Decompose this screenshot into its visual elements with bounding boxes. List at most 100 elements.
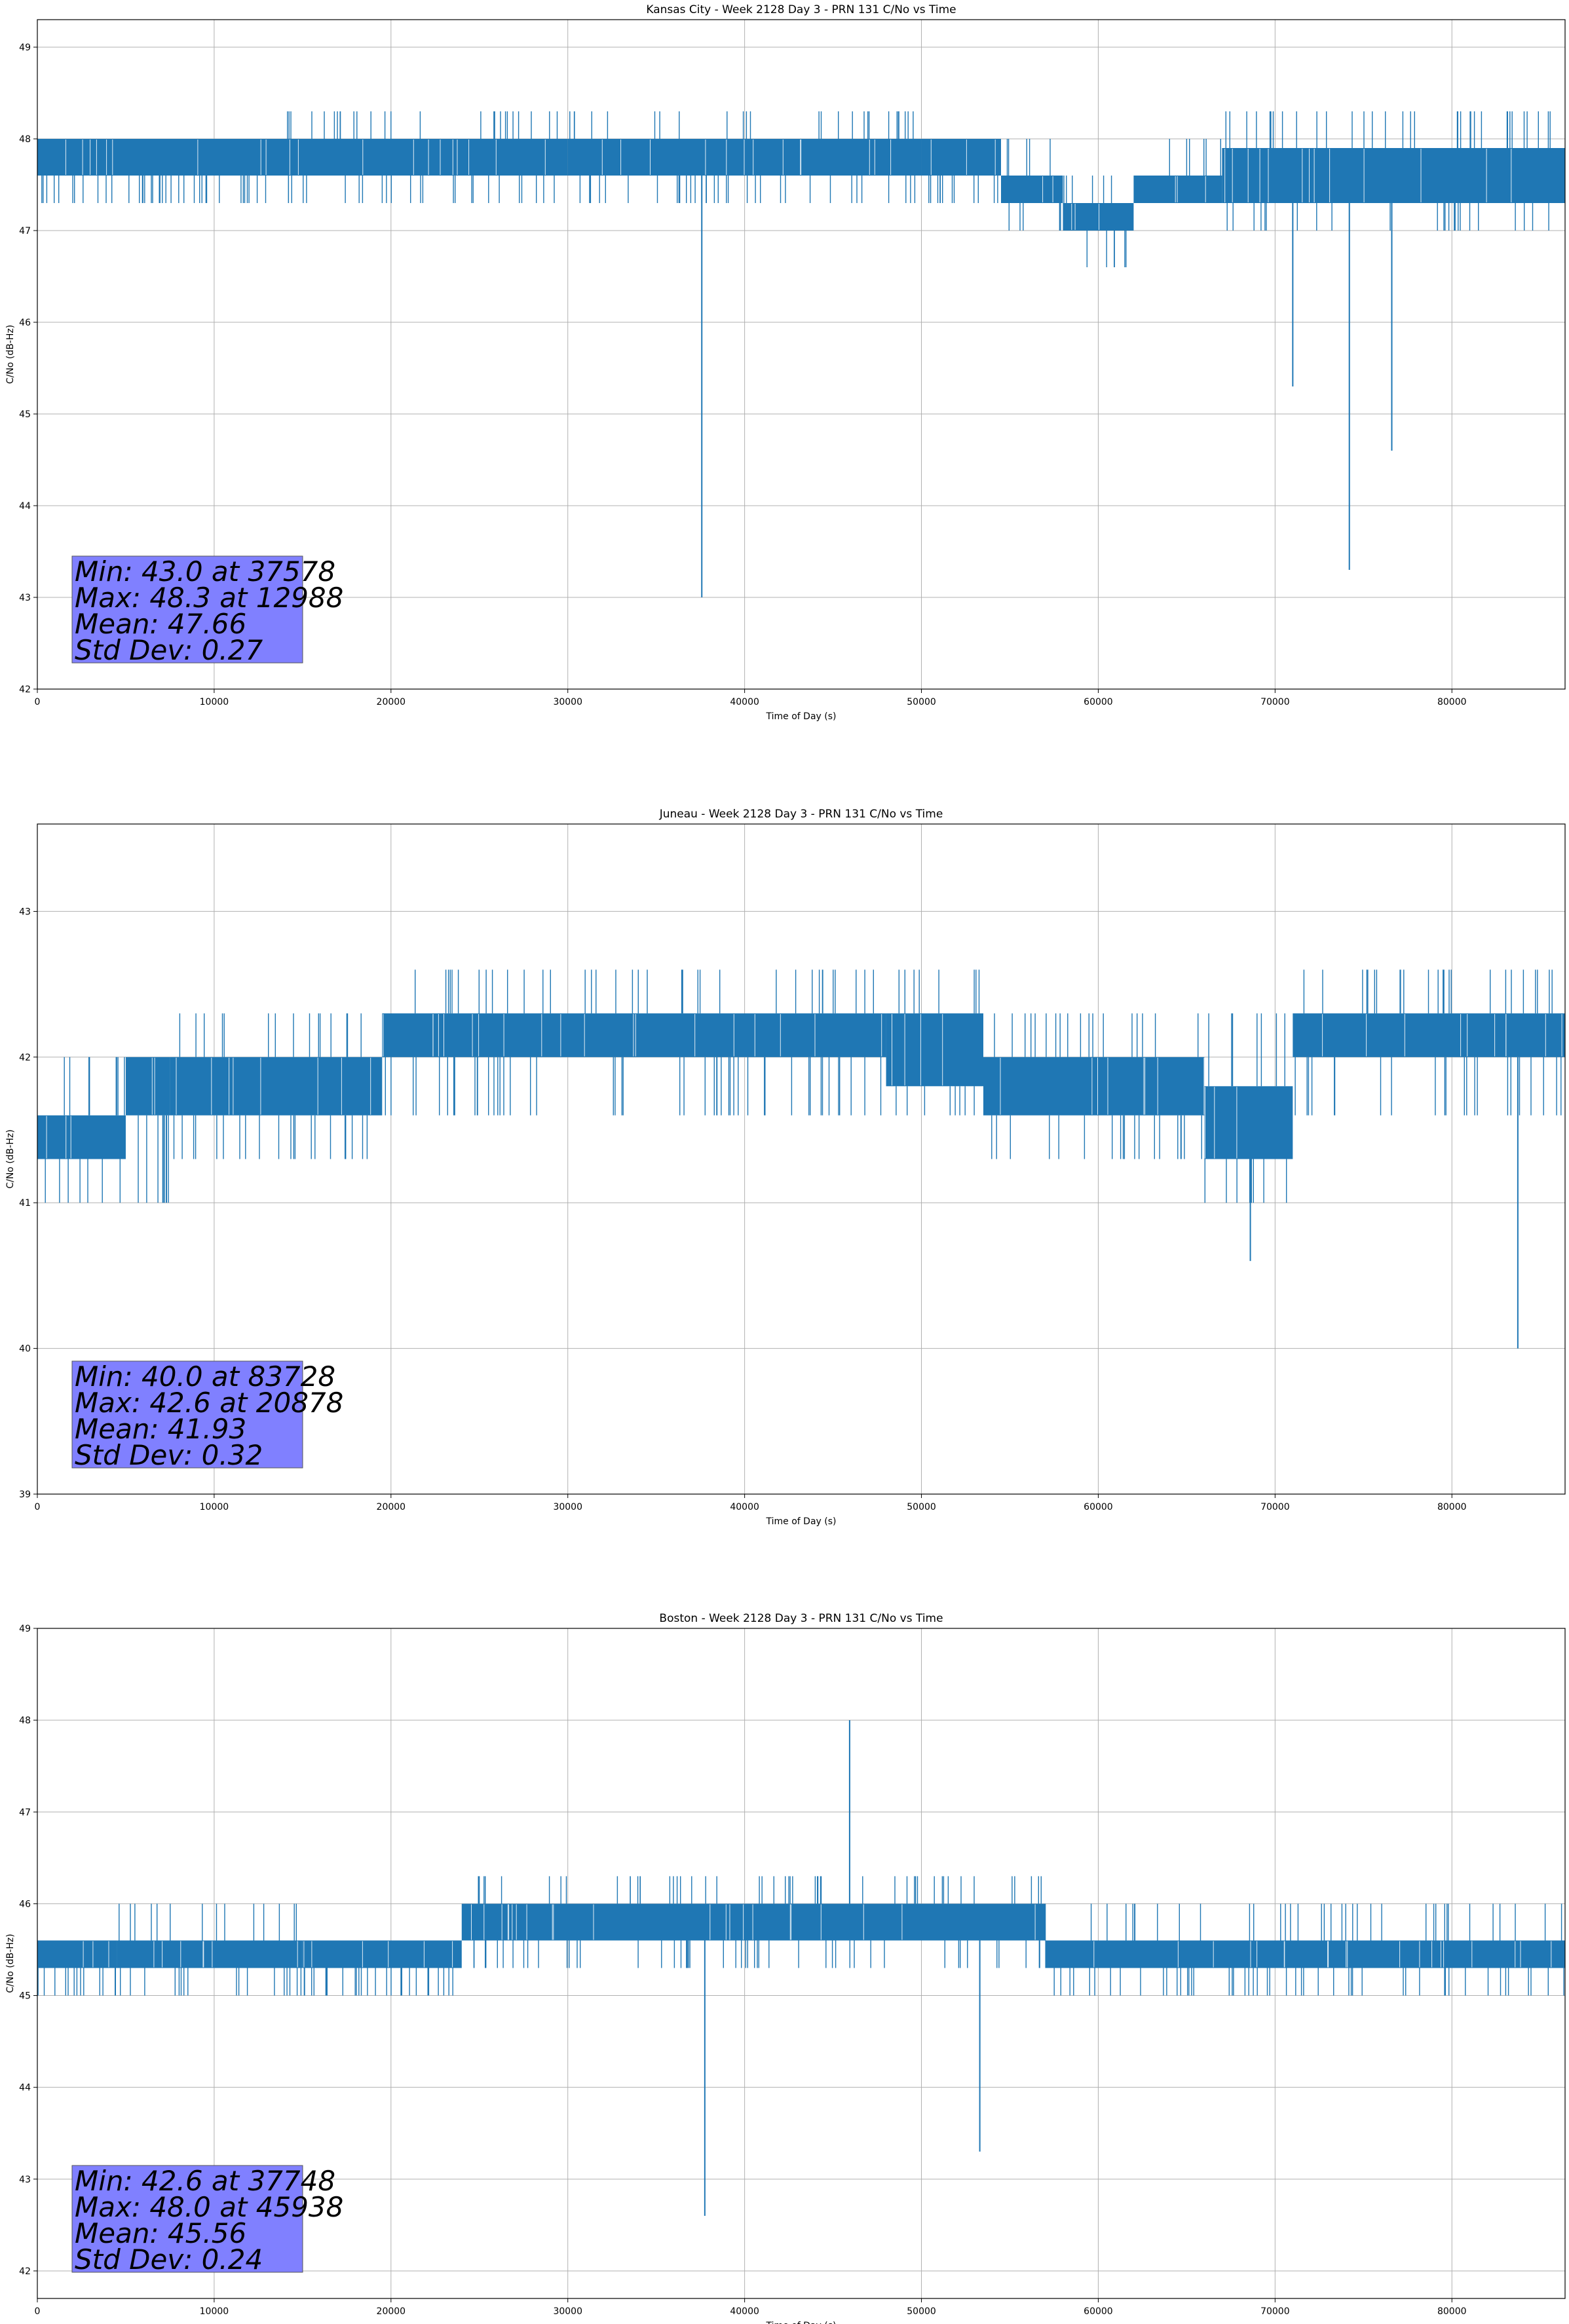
data-gap xyxy=(46,1115,71,1159)
y-tick-label: 49 xyxy=(19,43,31,53)
data-band xyxy=(382,1013,886,1057)
data-gap xyxy=(151,1057,155,1115)
y-tick-label: 44 xyxy=(19,501,31,512)
data-band xyxy=(117,1940,303,1968)
y-axis-label: C/No (dB-Hz) xyxy=(5,1934,16,1993)
x-tick-label: 0 xyxy=(35,2306,41,2317)
x-tick-label: 30000 xyxy=(553,2306,582,2317)
data-gap xyxy=(303,1941,453,1968)
stats-line: Min: 43.0 at 37578 xyxy=(75,555,335,588)
data-band xyxy=(170,1057,383,1115)
y-tick-label: 45 xyxy=(19,409,31,420)
x-tick-label: 70000 xyxy=(1260,1502,1290,1512)
chart-title: Kansas City - Week 2128 Day 3 - PRN 131 … xyxy=(646,3,956,16)
x-axis-label: Time of Day (s) xyxy=(766,1516,837,1527)
data-gap xyxy=(383,1014,882,1057)
data-flicker xyxy=(45,1057,125,1203)
data-gap xyxy=(1071,204,1100,230)
plot-frame xyxy=(37,823,1566,1495)
x-axis-label: Time of Day (s) xyxy=(766,2321,837,2324)
data-band xyxy=(37,1115,126,1159)
x-tick-label: 0 xyxy=(35,697,41,707)
x-tick-label: 50000 xyxy=(907,1502,936,1512)
y-tick-label: 42 xyxy=(19,1053,31,1063)
data-flicker xyxy=(41,176,267,203)
y-tick-label: 46 xyxy=(19,318,31,328)
series-line xyxy=(37,111,1565,597)
data-flicker xyxy=(385,969,882,1115)
data-flicker xyxy=(1295,969,1562,1115)
data-gap xyxy=(1000,1057,1205,1115)
x-tick-label: 60000 xyxy=(1084,697,1113,707)
x-tick-label: 10000 xyxy=(200,1502,229,1512)
y-tick-label: 43 xyxy=(19,907,31,917)
data-band xyxy=(1000,176,1063,203)
plot-frame xyxy=(37,19,1566,690)
data-gap xyxy=(176,1057,371,1115)
data-band xyxy=(567,139,922,176)
stats-line: Std Dev: 0.24 xyxy=(75,2243,263,2276)
data-flicker xyxy=(37,1968,116,1996)
data-gap xyxy=(153,1941,298,1968)
x-tick-label: 40000 xyxy=(730,1502,759,1512)
data-flicker xyxy=(1225,111,1551,231)
chart-title: Boston - Week 2128 Day 3 - PRN 131 C/No … xyxy=(659,1612,943,1625)
stats-line: Std Dev: 0.32 xyxy=(75,1439,263,1471)
data-flicker xyxy=(896,969,980,1115)
data-band xyxy=(125,1057,170,1115)
stats-line: Mean: 45.56 xyxy=(75,2217,246,2249)
x-tick-label: 70000 xyxy=(1260,697,1290,707)
x-tick-label: 30000 xyxy=(553,697,582,707)
data-gap xyxy=(1204,1087,1238,1159)
data-gap xyxy=(65,140,267,175)
stats-box xyxy=(71,2165,303,2273)
data-gap xyxy=(1224,149,1512,202)
data-gap xyxy=(1093,1941,1552,1968)
y-tick-label: 39 xyxy=(19,1490,31,1500)
y-tick-label: 46 xyxy=(19,1899,31,1909)
y-tick-label: 42 xyxy=(19,684,31,695)
data-flicker xyxy=(119,1903,302,1996)
x-tick-label: 80000 xyxy=(1437,2306,1467,2317)
stats-line: Min: 42.6 at 37748 xyxy=(75,2165,335,2197)
data-flicker xyxy=(473,1876,1042,1968)
data-gap xyxy=(930,140,996,175)
y-tick-label: 49 xyxy=(19,1624,31,1634)
data-flicker xyxy=(1063,176,1127,267)
x-tick-label: 0 xyxy=(35,1502,41,1512)
chart-panel-2: 0 10000 20000 30000 40000 50000 60000 70000 8000… xyxy=(5,808,1566,1527)
y-tick-label: 43 xyxy=(19,593,31,603)
x-tick-label: 40000 xyxy=(730,2306,759,2317)
data-gap xyxy=(83,1941,109,1968)
x-tick-label: 80000 xyxy=(1437,1502,1467,1512)
y-tick-label: 47 xyxy=(19,1807,31,1818)
x-tick-label: 40000 xyxy=(730,697,759,707)
data-band xyxy=(1045,1940,1565,1968)
stats-line: Std Dev: 0.27 xyxy=(75,634,263,666)
x-tick-label: 60000 xyxy=(1084,1502,1113,1512)
data-flicker xyxy=(173,1013,368,1159)
data-gap xyxy=(1042,176,1053,202)
data-band xyxy=(1204,1086,1293,1159)
x-tick-label: 10000 xyxy=(200,697,229,707)
stats-line: Max: 48.0 at 45938 xyxy=(75,2191,343,2223)
data-band xyxy=(1133,176,1222,203)
data-band xyxy=(461,1903,1046,1941)
y-tick-label: 41 xyxy=(19,1198,31,1209)
x-tick-label: 60000 xyxy=(1084,2306,1113,2317)
x-tick-label: 70000 xyxy=(1260,2306,1290,2317)
data-flicker xyxy=(287,111,558,203)
data-band xyxy=(1063,203,1134,231)
stats-line: Max: 48.3 at 12988 xyxy=(75,582,343,614)
y-tick-label: 43 xyxy=(19,2175,31,2185)
x-tick-label: 20000 xyxy=(377,2306,406,2317)
stats-box xyxy=(71,1360,303,1469)
data-gap xyxy=(1175,176,1206,202)
data-gap xyxy=(1322,1014,1562,1057)
data-gap xyxy=(601,140,892,175)
data-band xyxy=(1222,148,1565,203)
data-flicker xyxy=(569,111,916,203)
data-gap xyxy=(289,140,546,175)
